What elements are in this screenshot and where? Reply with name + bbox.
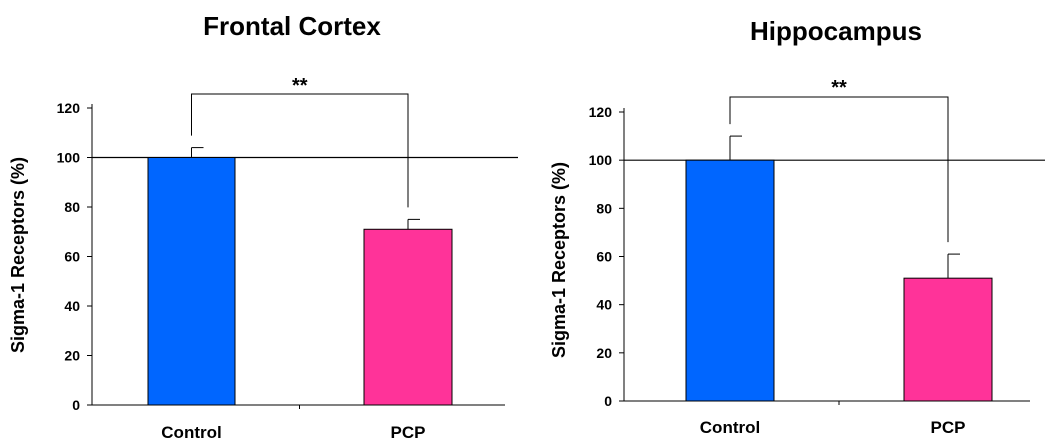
y-tick-label: 20: [596, 345, 612, 361]
y-tick-label: 40: [64, 298, 80, 314]
y-tick-label: 0: [604, 393, 612, 409]
y-tick-label: 0: [72, 397, 80, 413]
significance-bracket: [729, 96, 949, 243]
y-tick-label: 120: [57, 100, 81, 116]
category-label: PCP: [391, 423, 426, 440]
y-axis-label: Sigma-1 Receptors (%): [8, 157, 28, 353]
y-tick-label: 40: [596, 297, 612, 313]
bar-pcp: [363, 228, 453, 406]
y-tick-label: 80: [64, 199, 80, 215]
y-tick-label: 60: [64, 249, 80, 265]
chart-title: Frontal Cortex: [203, 11, 381, 41]
category-label: PCP: [931, 418, 966, 437]
bar-control: [685, 159, 775, 402]
significance-bracket: [191, 93, 409, 208]
y-tick-label: 20: [64, 348, 80, 364]
y-tick-label: 80: [596, 200, 612, 216]
bar-pcp: [903, 277, 993, 402]
y-tick-label: 100: [57, 150, 81, 166]
category-label: Control: [161, 423, 221, 440]
category-label: Control: [700, 418, 760, 437]
chart-panel-frontal-cortex: Frontal Cortex Sigma-1 Receptors (%) 0 20…: [8, 11, 518, 440]
bar-control: [147, 157, 236, 406]
chart-panel-hippocampus: Hippocampus Sigma-1 Receptors (%) 0 20 40 6…: [549, 16, 1045, 437]
significance-label: **: [831, 77, 847, 99]
chart-title: Hippocampus: [750, 16, 922, 46]
y-axis-label: Sigma-1 Receptors (%): [549, 162, 569, 358]
y-tick-label: 60: [596, 249, 612, 265]
y-tick-label: 100: [589, 152, 613, 168]
y-tick-label: 120: [589, 104, 613, 120]
significance-label: **: [292, 75, 308, 97]
